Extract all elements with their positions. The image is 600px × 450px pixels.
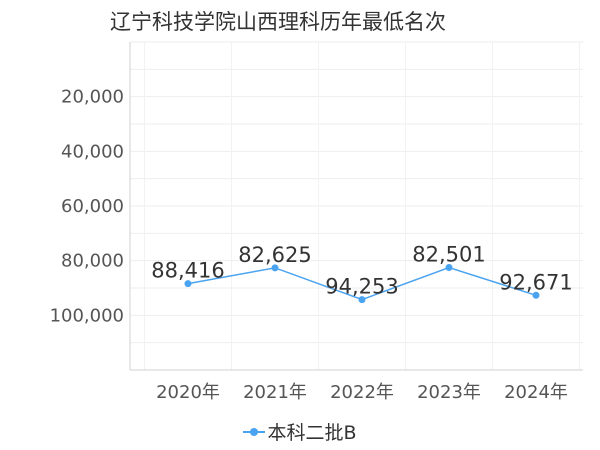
data-labels: 88,416 82,625 94,253 82,501 92,671 <box>151 243 572 299</box>
y-tick-label: 80,000 <box>61 251 124 272</box>
x-tick-label: 2024年 <box>504 382 568 403</box>
x-tick-label: 2021年 <box>243 382 307 403</box>
legend[interactable]: 本科二批B <box>0 418 600 445</box>
data-point <box>184 280 192 288</box>
y-tick-label: 60,000 <box>61 196 124 217</box>
data-label: 92,671 <box>499 270 572 294</box>
axis-layer <box>129 42 583 371</box>
x-tick-label: 2022年 <box>330 382 394 403</box>
data-label: 94,253 <box>325 275 398 299</box>
x-tick-label: 2020年 <box>156 382 220 403</box>
y-axis-ticks: 20,000 40,000 60,000 80,000 100,000 <box>50 87 124 327</box>
legend-marker-icon <box>243 424 266 440</box>
data-point <box>358 296 366 304</box>
data-label: 82,501 <box>412 243 485 267</box>
y-tick-label: 100,000 <box>50 305 124 326</box>
data-label: 88,416 <box>151 259 224 283</box>
legend-label: 本科二批B <box>267 422 357 444</box>
x-tick-label: 2023年 <box>417 382 481 403</box>
grid-layer <box>130 41 583 371</box>
y-tick-label: 20,000 <box>61 87 124 108</box>
data-point <box>532 291 540 299</box>
data-point <box>445 264 453 272</box>
series-layer <box>184 264 540 304</box>
x-axis-ticks: 2020年 2021年 2022年 2023年 2024年 <box>156 382 568 403</box>
chart-title: 辽宁科技学院山西理科历年最低名次 <box>110 10 446 34</box>
y-tick-label: 40,000 <box>61 141 124 162</box>
data-label: 82,625 <box>238 243 311 267</box>
data-point <box>271 264 279 272</box>
